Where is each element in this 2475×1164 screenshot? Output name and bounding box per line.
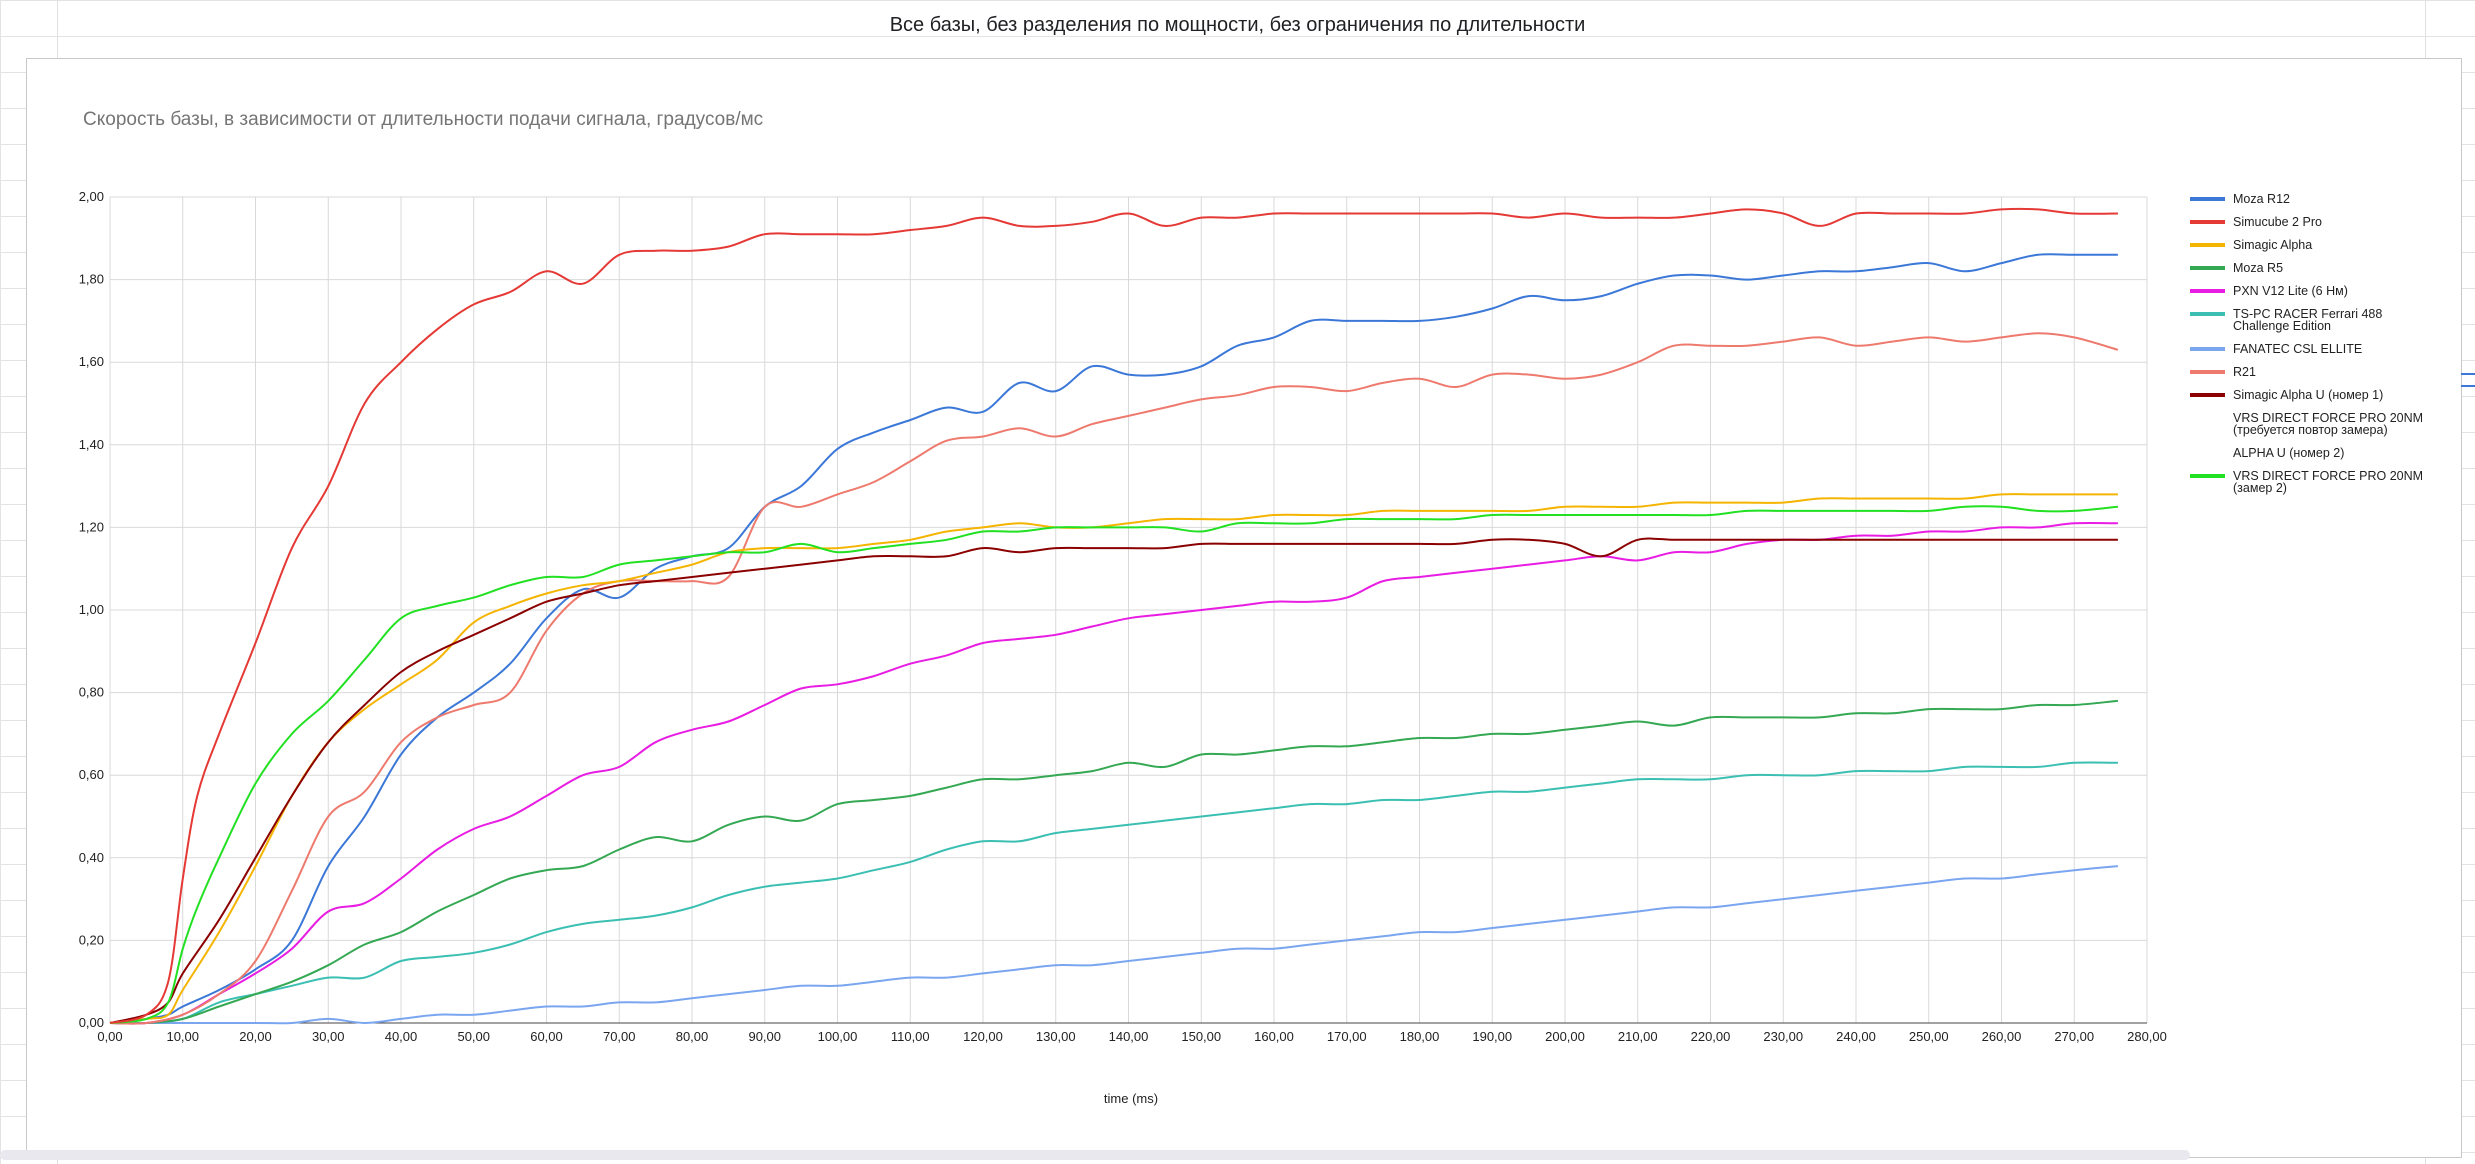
series-line <box>109 505 2118 1024</box>
chart-title: Скорость базы, в зависимости от длительн… <box>83 109 763 130</box>
line-chart: Скорость базы, в зависимости от длительн… <box>79 109 2423 1106</box>
legend-label: Moza R5 <box>2233 261 2283 275</box>
legend-item: Simagic Alpha <box>2190 238 2312 252</box>
x-tick-label: 240,00 <box>1836 1029 1876 1044</box>
x-tick-label: 260,00 <box>1982 1029 2022 1044</box>
x-tick-label: 20,00 <box>239 1029 272 1044</box>
x-tick-label: 230,00 <box>1763 1029 1803 1044</box>
legend-label: Simucube 2 Pro <box>2233 215 2322 229</box>
x-tick-label: 210,00 <box>1618 1029 1658 1044</box>
x-tick-label: 280,00 <box>2127 1029 2167 1044</box>
sheet-title: Все базы, без разделения по мощности, бе… <box>889 14 1586 36</box>
legend-item: Simucube 2 Pro <box>2190 215 2322 229</box>
series-line <box>109 761 2118 1025</box>
horizontal-scrollbar[interactable] <box>0 1150 2190 1160</box>
legend-item: R21 <box>2190 365 2256 379</box>
legend-item: FANATEC CSL ELLITE <box>2190 342 2362 356</box>
y-tick-label: 1,80 <box>79 272 104 287</box>
legend-item: Moza R12 <box>2190 192 2290 206</box>
x-tick-label: 40,00 <box>385 1029 418 1044</box>
legend-label: Simagic Alpha <box>2233 238 2312 252</box>
series-line <box>109 521 2118 1025</box>
series-line <box>109 332 2119 1025</box>
x-tick-label: 100,00 <box>818 1029 858 1044</box>
series-lines <box>109 207 2119 1025</box>
x-tick-label: 270,00 <box>2054 1029 2094 1044</box>
legend-label: (требуется повтор замера) <box>2233 423 2388 437</box>
y-tick-label: 0,60 <box>79 767 104 782</box>
series-line <box>109 699 2118 1025</box>
chart-card[interactable]: Скорость базы, в зависимости от длительн… <box>26 58 2462 1158</box>
legend-label: (замер 2) <box>2233 481 2287 495</box>
y-tick-label: 1,40 <box>79 437 104 452</box>
x-tick-label: 250,00 <box>1909 1029 1949 1044</box>
legend-label: Challenge Edition <box>2233 319 2331 333</box>
legend: Moza R12 Simucube 2 Pro Simagic Alpha Moza … <box>2190 192 2423 495</box>
y-tick-label: 0,00 <box>79 1015 104 1030</box>
x-tick-label: 60,00 <box>530 1029 563 1044</box>
series-line <box>109 493 2118 1024</box>
legend-label: VRS DIRECT FORCE PRO 20NM <box>2233 469 2423 483</box>
x-tick-label: 190,00 <box>1472 1029 1512 1044</box>
x-tick-label: 80,00 <box>676 1029 709 1044</box>
y-tick-label: 0,40 <box>79 850 104 865</box>
x-tick-label: 0,00 <box>97 1029 122 1044</box>
x-tick-label: 150,00 <box>1181 1029 1221 1044</box>
x-tick-label: 220,00 <box>1691 1029 1731 1044</box>
series-line <box>109 537 2118 1024</box>
y-tick-label: 0,20 <box>79 932 104 947</box>
y-tick-label: 1,00 <box>79 602 104 617</box>
y-tick-label: 1,20 <box>79 519 104 534</box>
x-tick-label: 70,00 <box>603 1029 636 1044</box>
x-tick-label: 50,00 <box>457 1029 490 1044</box>
scroll-marker <box>2461 373 2475 387</box>
x-axis-ticks: 0,00 10,00 20,00 30,00 40,00 50,00 60,00 70,00 8… <box>97 1029 2167 1044</box>
x-tick-label: 30,00 <box>312 1029 345 1044</box>
legend-label: PXN V12 Lite (6 Нм) <box>2233 284 2348 298</box>
legend-label: TS-PC RACER Ferrari 488 <box>2233 307 2382 321</box>
legend-item: VRS DIRECT FORCE PRO 20NM(требуется повт… <box>2233 411 2423 437</box>
grid-lines <box>109 196 2148 1024</box>
x-tick-label: 200,00 <box>1545 1029 1585 1044</box>
x-tick-label: 140,00 <box>1109 1029 1149 1044</box>
legend-item: Moza R5 <box>2190 261 2283 275</box>
legend-label: Moza R12 <box>2233 192 2290 206</box>
x-tick-label: 10,00 <box>166 1029 199 1044</box>
x-tick-label: 170,00 <box>1327 1029 1367 1044</box>
legend-label: R21 <box>2233 365 2256 379</box>
legend-label: VRS DIRECT FORCE PRO 20NM <box>2233 411 2423 425</box>
y-tick-label: 1,60 <box>79 354 104 369</box>
legend-item: VRS DIRECT FORCE PRO 20NM(замер 2) <box>2190 469 2423 495</box>
x-tick-label: 130,00 <box>1036 1029 1076 1044</box>
legend-label: Simagic Alpha U (номер 1) <box>2233 388 2383 402</box>
x-tick-label: 90,00 <box>748 1029 781 1044</box>
legend-label: FANATEC CSL ELLITE <box>2233 342 2362 356</box>
series-line <box>110 865 2118 1025</box>
legend-item: Simagic Alpha U (номер 1) <box>2190 388 2383 402</box>
y-axis-ticks: 0,00 0,20 0,40 0,60 0,80 1,00 1,20 1,40 1,60 1,80… <box>79 189 104 1030</box>
x-axis-label: time (ms) <box>1104 1091 1158 1106</box>
y-tick-label: 2,00 <box>79 189 104 204</box>
legend-item: ALPHA U (номер 2) <box>2233 446 2344 460</box>
y-tick-label: 0,80 <box>79 685 104 700</box>
x-tick-label: 160,00 <box>1254 1029 1294 1044</box>
legend-label: ALPHA U (номер 2) <box>2233 446 2344 460</box>
x-tick-label: 110,00 <box>891 1029 930 1044</box>
series-line <box>109 253 2118 1024</box>
x-tick-label: 180,00 <box>1400 1029 1440 1044</box>
legend-item: PXN V12 Lite (6 Нм) <box>2190 284 2348 298</box>
series-line <box>109 207 2118 1024</box>
x-tick-label: 120,00 <box>963 1029 1003 1044</box>
